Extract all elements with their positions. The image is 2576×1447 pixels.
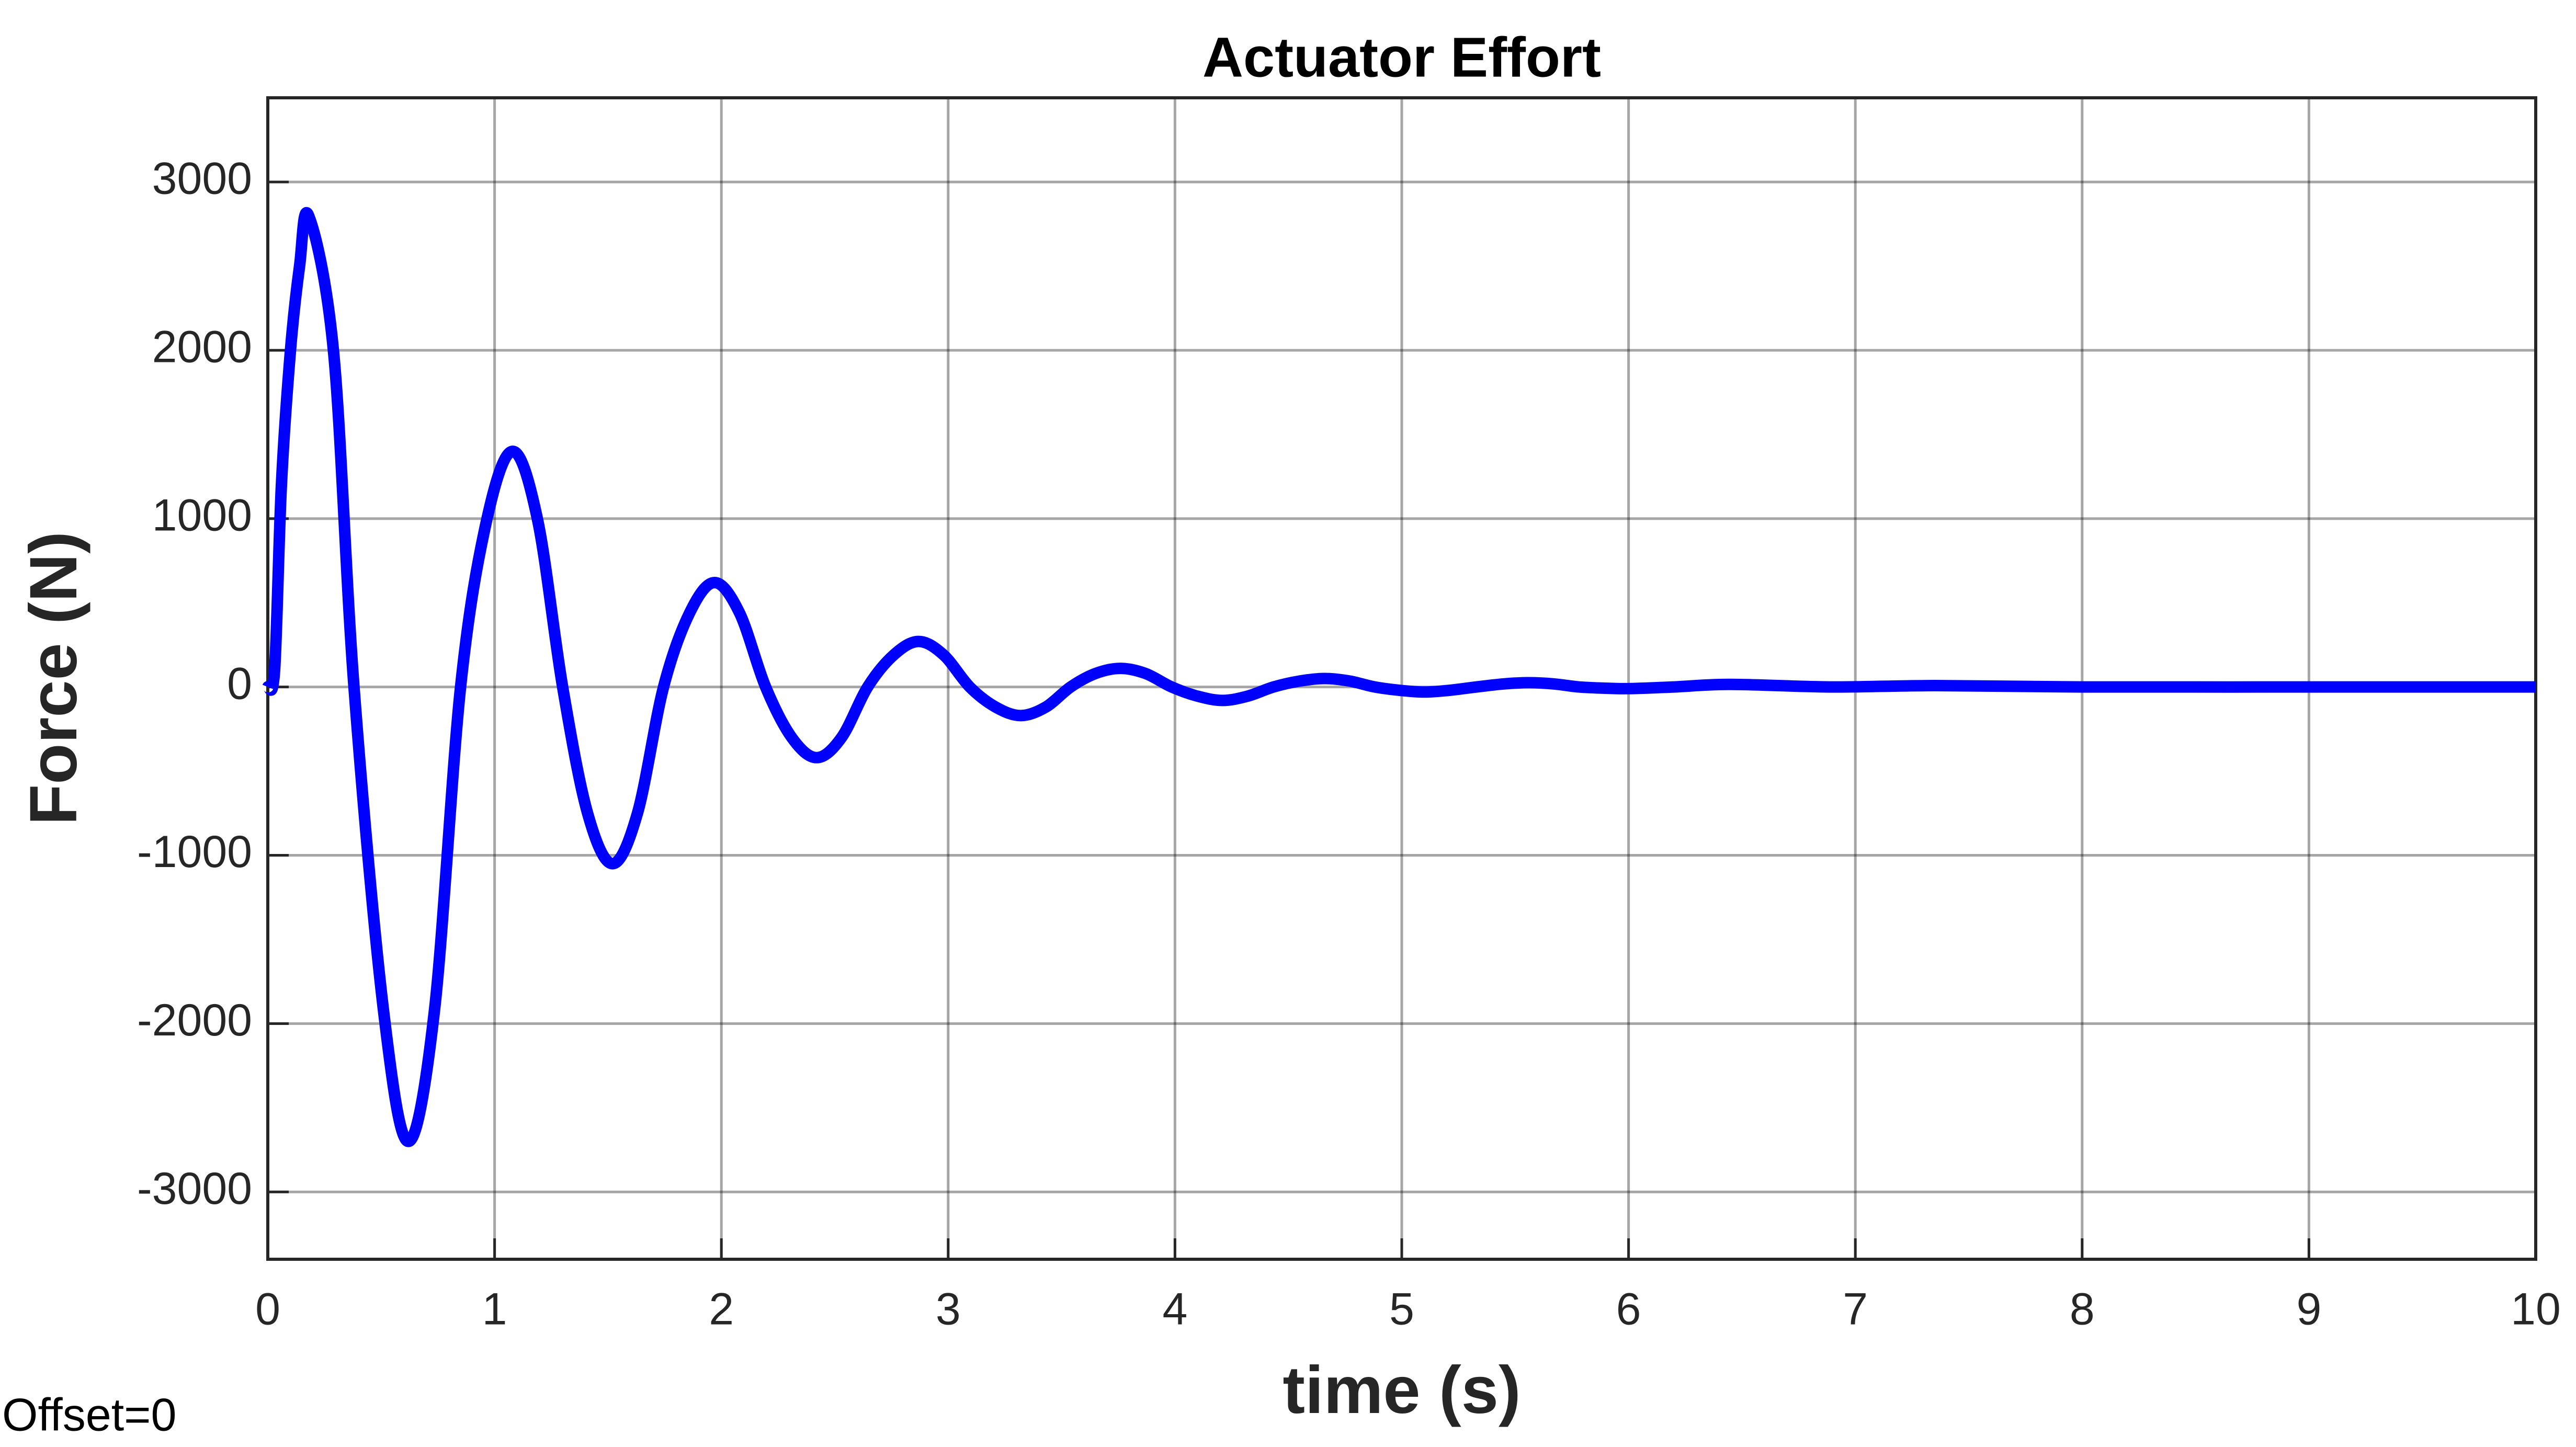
- x-tick-label: 7: [1843, 1284, 1868, 1335]
- x-tick-label: 10: [2511, 1284, 2561, 1335]
- data-line: [262, 207, 2536, 1147]
- y-tick-label: 2000: [152, 322, 252, 372]
- y-tick-label: 1000: [152, 490, 252, 540]
- chart-title: Actuator Effort: [1202, 26, 1601, 89]
- x-axis-label: time (s): [1283, 1353, 1520, 1428]
- x-tick-label: 8: [2070, 1284, 2095, 1335]
- y-axis-label: Force (N): [16, 531, 91, 825]
- y-tick-label: 3000: [152, 154, 252, 204]
- offset-annotation: Offset=0: [2, 1388, 176, 1440]
- x-tick-label: 5: [1389, 1284, 1414, 1335]
- x-tick-label: 0: [255, 1284, 280, 1335]
- y-tick-label: -1000: [137, 827, 252, 877]
- x-tick-label: 4: [1162, 1284, 1187, 1335]
- y-tick-label: 0: [227, 658, 252, 709]
- x-tick-label: 9: [2296, 1284, 2321, 1335]
- x-tick-label: 2: [709, 1284, 734, 1335]
- x-tick-label: 1: [482, 1284, 507, 1335]
- plot-frame: [266, 96, 2537, 1261]
- x-tick-label: 6: [1616, 1284, 1641, 1335]
- y-tick-label: -2000: [137, 995, 252, 1045]
- x-tick-label: 3: [936, 1284, 961, 1335]
- y-tick-label: -3000: [137, 1164, 252, 1214]
